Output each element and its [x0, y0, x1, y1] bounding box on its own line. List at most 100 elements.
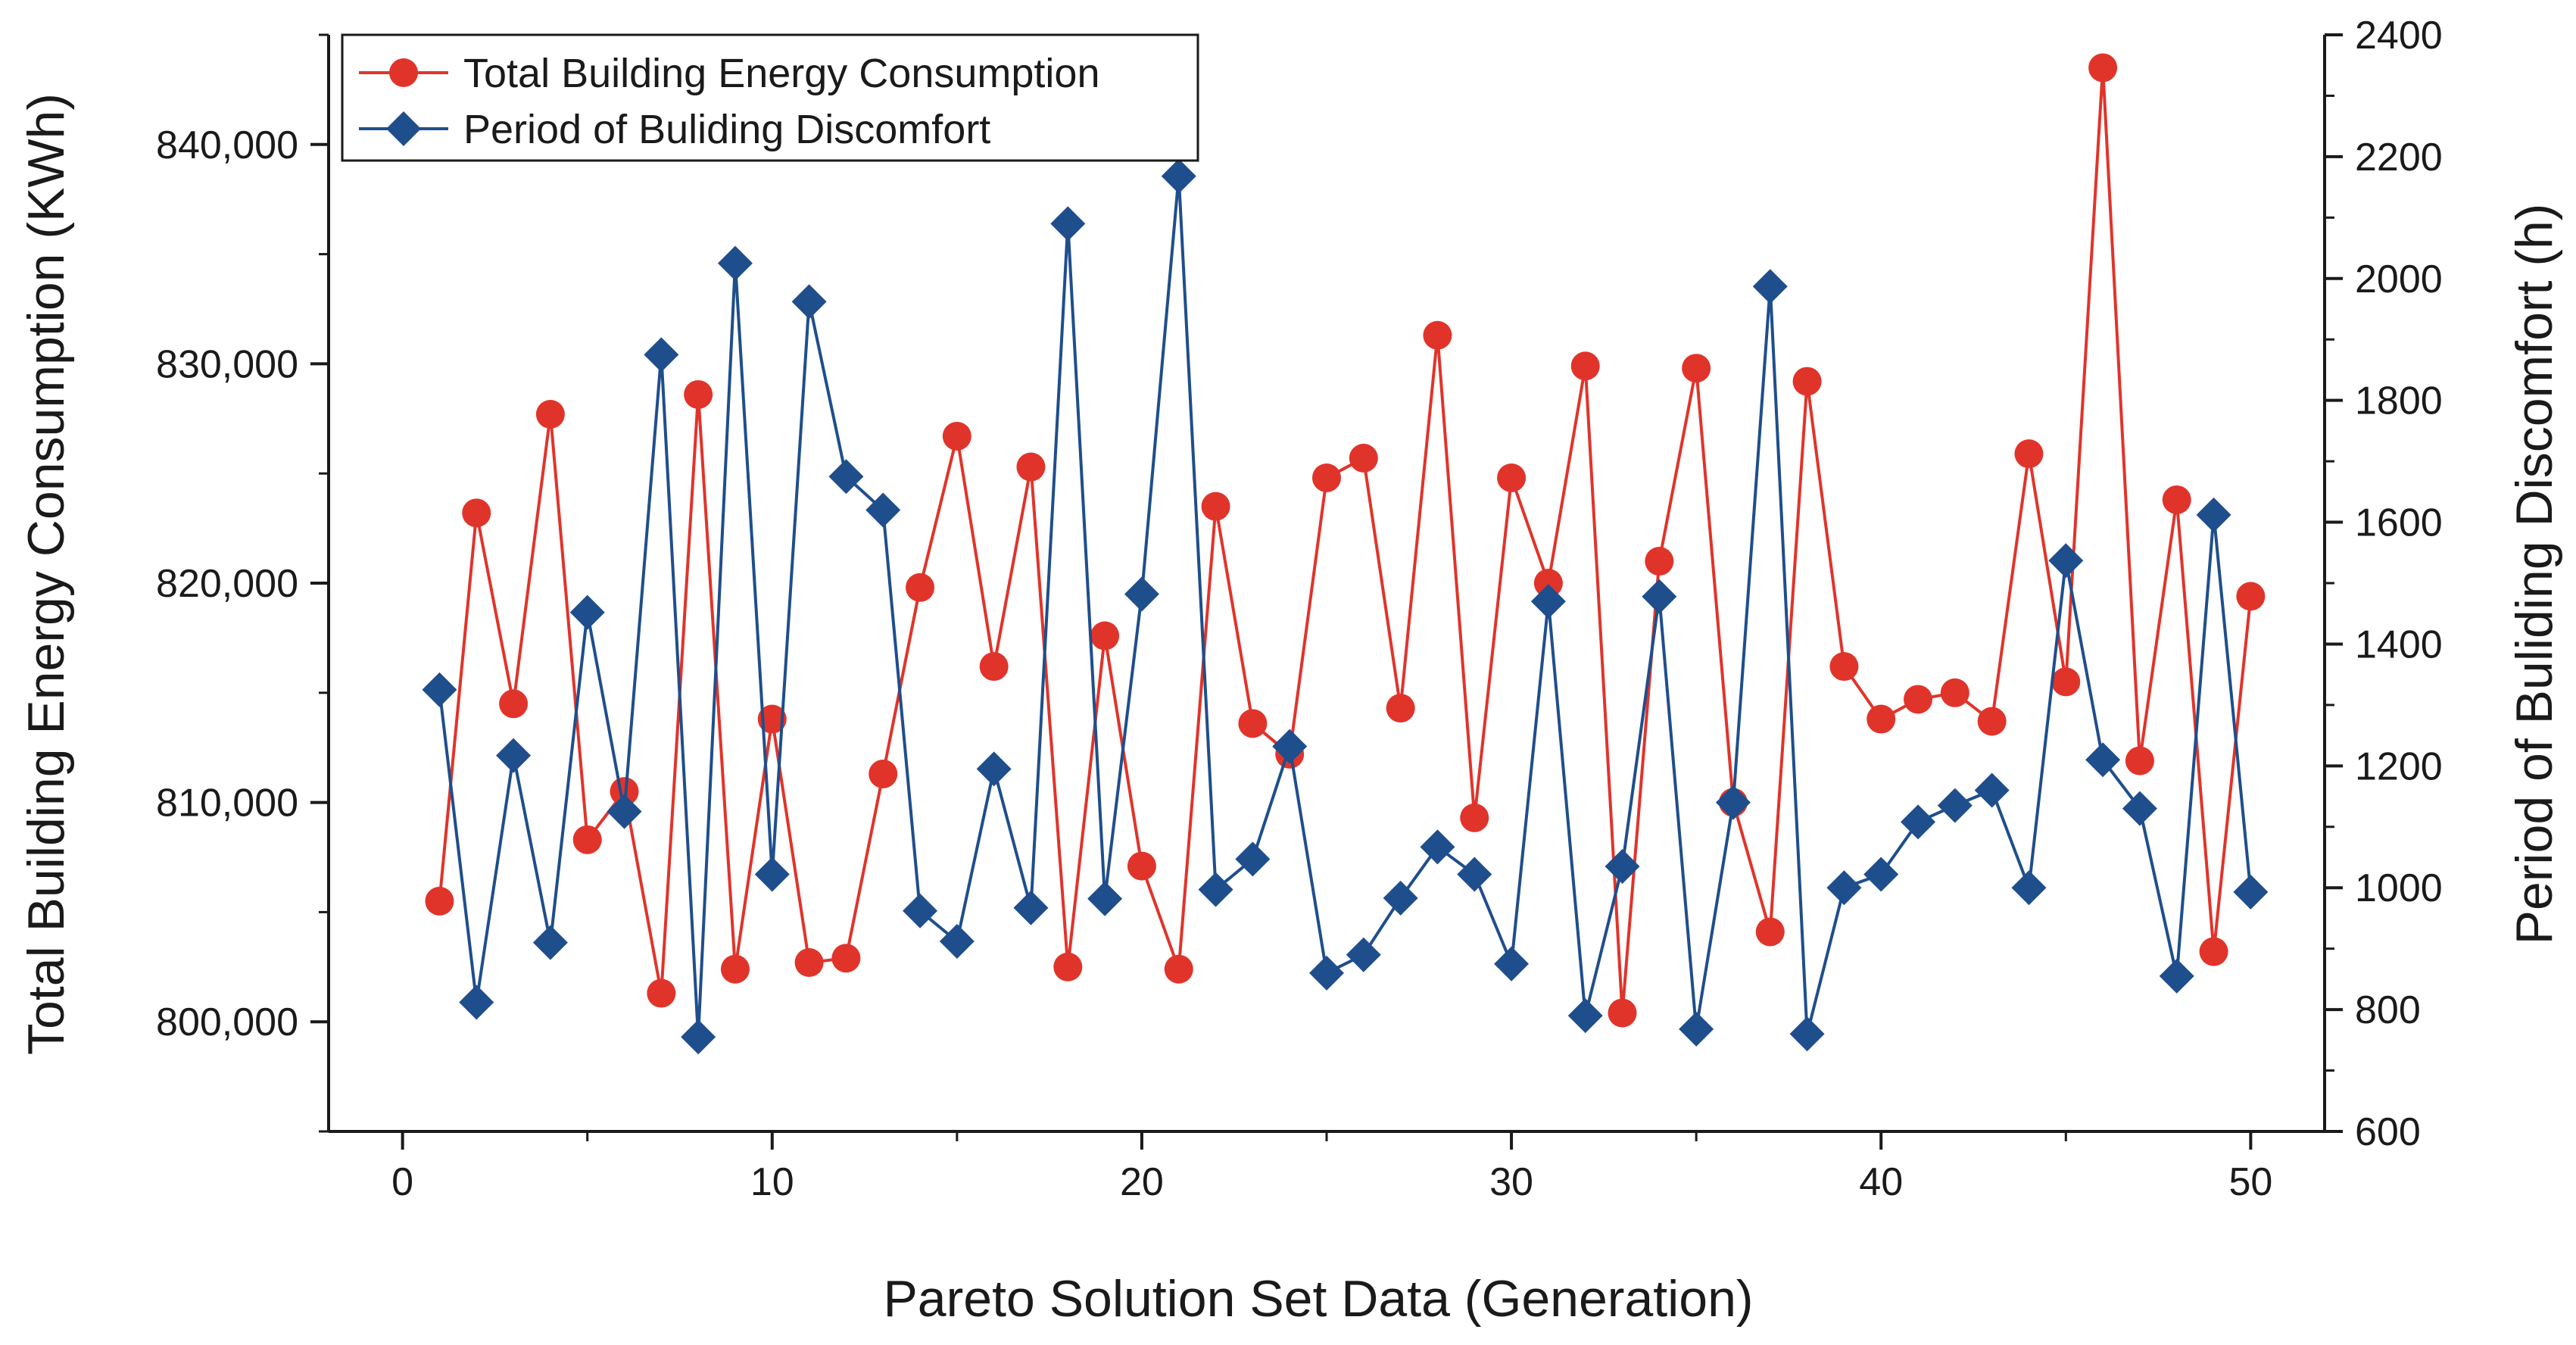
discomfort-point — [681, 1019, 716, 1055]
energy-point — [1201, 492, 1230, 521]
x-tick-label: 10 — [750, 1160, 794, 1204]
discomfort-point — [1752, 269, 1788, 304]
energy-point — [1312, 463, 1341, 492]
discomfort-point — [1605, 849, 1640, 885]
discomfort-point — [1494, 946, 1530, 981]
x-tick-label: 40 — [1859, 1160, 1903, 1204]
legend: Total Building Energy Consumption Period… — [341, 33, 1199, 162]
discomfort-point — [1826, 870, 1862, 906]
energy-point — [1792, 367, 1822, 396]
discomfort-point — [2233, 874, 2269, 910]
energy-point — [2162, 485, 2191, 514]
energy-point — [462, 498, 491, 528]
energy-point — [535, 400, 565, 429]
energy-point — [610, 777, 639, 807]
discomfort-point — [1901, 804, 1936, 840]
x-tick-label: 50 — [2228, 1160, 2272, 1204]
discomfort-point — [1161, 158, 1196, 194]
y-left-tick-label: 840,000 — [156, 123, 298, 167]
discomfort-point — [1383, 880, 1418, 916]
discomfort-point — [1974, 772, 2010, 808]
discomfort-point — [1457, 857, 1492, 892]
energy-point — [1016, 452, 1046, 482]
discomfort-point — [1235, 841, 1271, 877]
y-left-tick-label: 830,000 — [156, 342, 298, 386]
discomfort-point — [1309, 955, 1344, 991]
energy-point — [1904, 685, 1933, 714]
discomfort-point — [828, 459, 864, 495]
energy-point — [684, 379, 713, 409]
energy-point — [1829, 652, 1859, 682]
y-axis-left-title: Total Building Energy Consumption (KWh) — [17, 93, 75, 1055]
discomfort-point — [2048, 543, 2084, 579]
y-right-tick-label: 2200 — [2355, 136, 2443, 179]
x-tick-label: 30 — [1489, 1160, 1533, 1204]
y-left-tick-label: 800,000 — [156, 1000, 298, 1044]
energy-point — [1682, 354, 1711, 383]
discomfort-point — [607, 794, 642, 829]
energy-point — [1867, 704, 1896, 734]
y-right-tick-label: 2000 — [2355, 257, 2443, 301]
discomfort-point — [939, 924, 975, 960]
discomfort-point — [2122, 791, 2157, 826]
discomfort-point — [1642, 579, 1677, 614]
energy-point — [869, 759, 898, 788]
discomfort-point — [1420, 829, 1455, 865]
y-right-tick-label: 1000 — [2355, 866, 2443, 910]
energy-point — [572, 825, 602, 854]
legend-label-energy: Total Building Energy Consumption — [463, 51, 1099, 96]
energy-point — [1645, 547, 1674, 576]
y-left-tick-label: 820,000 — [156, 562, 298, 606]
energy-point — [1977, 707, 2007, 736]
energy-point — [1460, 803, 1489, 832]
legend-marker-energy — [389, 58, 418, 87]
energy-point — [831, 944, 861, 973]
energy-point — [1940, 678, 1969, 707]
energy-point — [794, 948, 824, 978]
energy-point — [2125, 746, 2154, 775]
discomfort-point — [1715, 785, 1751, 820]
discomfort-point — [2011, 870, 2047, 906]
x-axis-title: Pareto Solution Set Data (Generation) — [883, 1270, 1753, 1328]
discomfort-point — [569, 594, 605, 630]
energy-point — [425, 886, 454, 916]
discomfort-point — [1013, 890, 1049, 925]
discomfort-point — [496, 738, 532, 773]
discomfort-point — [1789, 1016, 1825, 1052]
energy-point — [1755, 917, 1785, 947]
y-right-tick-label: 1400 — [2355, 623, 2443, 666]
energy-point — [1386, 694, 1415, 723]
energy-point — [1127, 851, 1156, 881]
energy-point — [1053, 952, 1083, 981]
energy-point — [647, 978, 676, 1008]
discomfort-point — [717, 245, 753, 281]
discomfort-point — [791, 284, 827, 320]
energy-point — [2014, 439, 2044, 469]
y-right-tick-label: 1800 — [2355, 379, 2443, 423]
x-tick-label: 20 — [1120, 1160, 1164, 1204]
energy-point — [1238, 709, 1268, 738]
y-right-tick-label: 1200 — [2355, 744, 2443, 788]
discomfort-point — [754, 857, 790, 892]
discomfort-point — [1530, 584, 1566, 619]
energy-point — [2051, 667, 2081, 697]
energy-point — [1570, 351, 1600, 381]
discomfort-point — [2196, 497, 2231, 532]
energy-point — [757, 704, 787, 734]
energy-point — [979, 652, 1009, 682]
energy-point — [1349, 443, 1378, 473]
y-right-tick-label: 1600 — [2355, 501, 2443, 545]
energy-point — [942, 421, 971, 451]
discomfort-point — [1863, 857, 1899, 892]
discomfort-point — [1679, 1011, 1714, 1047]
series-layer — [422, 53, 2269, 1055]
discomfort-point — [1346, 937, 1381, 972]
x-tick-label: 0 — [391, 1160, 413, 1204]
energy-point — [1608, 998, 1637, 1028]
energy-point — [2088, 53, 2118, 83]
energy-point — [1423, 320, 1452, 350]
legend-frame — [341, 33, 1199, 162]
discomfort-point — [976, 751, 1012, 787]
discomfort-point — [644, 337, 679, 373]
